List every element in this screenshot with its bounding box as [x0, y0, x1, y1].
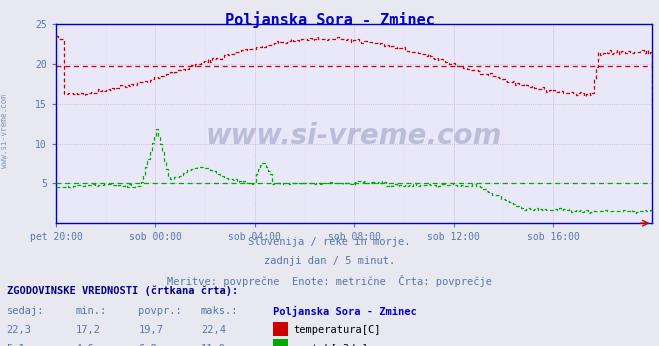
- Text: 11,9: 11,9: [201, 344, 226, 346]
- Text: povpr.:: povpr.:: [138, 306, 182, 316]
- Text: 6,8: 6,8: [138, 344, 157, 346]
- Text: sedaj:: sedaj:: [7, 306, 44, 316]
- Text: Slovenija / reke in morje.: Slovenija / reke in morje.: [248, 237, 411, 247]
- Text: maks.:: maks.:: [201, 306, 239, 316]
- Text: www.si-vreme.com: www.si-vreme.com: [206, 122, 502, 149]
- Text: ZGODOVINSKE VREDNOSTI (črtkana črta):: ZGODOVINSKE VREDNOSTI (črtkana črta):: [7, 285, 238, 296]
- Text: pretok[m3/s]: pretok[m3/s]: [293, 344, 368, 346]
- Text: Poljanska Sora - Zminec: Poljanska Sora - Zminec: [225, 11, 434, 28]
- Text: temperatura[C]: temperatura[C]: [293, 325, 381, 335]
- Text: min.:: min.:: [76, 306, 107, 316]
- Text: 4,6: 4,6: [76, 344, 94, 346]
- Text: 22,3: 22,3: [7, 325, 32, 335]
- Text: zadnji dan / 5 minut.: zadnji dan / 5 minut.: [264, 256, 395, 266]
- Text: 22,4: 22,4: [201, 325, 226, 335]
- Text: Poljanska Sora - Zminec: Poljanska Sora - Zminec: [273, 306, 417, 317]
- Text: www.si-vreme.com: www.si-vreme.com: [0, 94, 9, 169]
- Text: 17,2: 17,2: [76, 325, 101, 335]
- Text: 19,7: 19,7: [138, 325, 163, 335]
- Text: 5,1: 5,1: [7, 344, 25, 346]
- Text: Meritve: povprečne  Enote: metrične  Črta: povprečje: Meritve: povprečne Enote: metrične Črta:…: [167, 275, 492, 287]
